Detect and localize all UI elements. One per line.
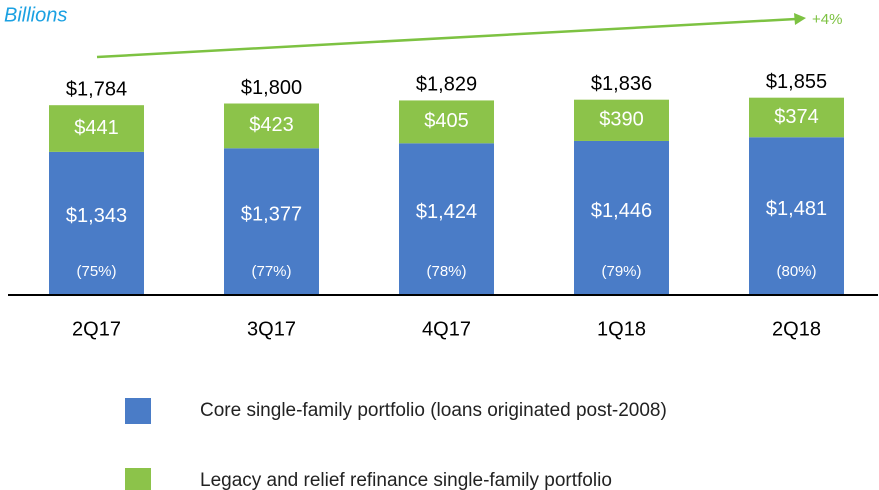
bar-segment <box>574 140 669 294</box>
value-label: $1,343 <box>66 205 127 227</box>
value-label: $390 <box>599 109 644 131</box>
bar-segment <box>574 99 669 141</box>
legend-label: Core single-family portfolio (loans orig… <box>200 400 667 421</box>
value-label: $441 <box>74 117 119 139</box>
share-label: (75%) <box>76 263 116 280</box>
share-label: (79%) <box>601 263 641 280</box>
share-label: (78%) <box>426 263 466 280</box>
legend-swatch <box>125 398 151 424</box>
x-tick-label: 1Q18 <box>597 318 646 340</box>
bar-segment <box>49 151 144 294</box>
legend-label: Legacy and relief refinance single-famil… <box>200 470 612 490</box>
total-label: $1,829 <box>416 74 477 96</box>
bar-segment <box>399 143 494 294</box>
total-label: $1,855 <box>766 71 827 93</box>
bar-segment <box>399 100 494 144</box>
bar-segment <box>749 137 844 294</box>
value-label: $1,424 <box>416 201 477 223</box>
value-label: $374 <box>774 106 819 128</box>
total-label: $1,800 <box>241 77 302 99</box>
bar-segment <box>749 97 844 138</box>
share-label: (80%) <box>776 263 816 280</box>
bar-segment <box>224 103 319 149</box>
bar-segment <box>224 148 319 294</box>
share-label: (77%) <box>251 263 291 280</box>
x-tick-label: 2Q17 <box>72 318 121 340</box>
value-label: $423 <box>249 114 294 136</box>
value-label: $1,481 <box>766 198 827 220</box>
bar-segment <box>49 105 144 152</box>
total-label: $1,784 <box>66 78 127 100</box>
legend-swatch <box>125 468 151 490</box>
x-tick-label: 4Q17 <box>422 318 471 340</box>
value-label: $1,446 <box>591 200 652 222</box>
subtitle: Billions <box>4 4 67 26</box>
x-tick-label: 3Q17 <box>247 318 296 340</box>
trend-arrow <box>96 17 797 59</box>
annotation: +4% <box>812 11 842 28</box>
total-label: $1,836 <box>591 73 652 95</box>
value-label: $405 <box>424 110 469 132</box>
arrow-head <box>794 13 806 25</box>
value-label: $1,377 <box>241 203 302 225</box>
x-tick-label: 2Q18 <box>772 318 821 340</box>
